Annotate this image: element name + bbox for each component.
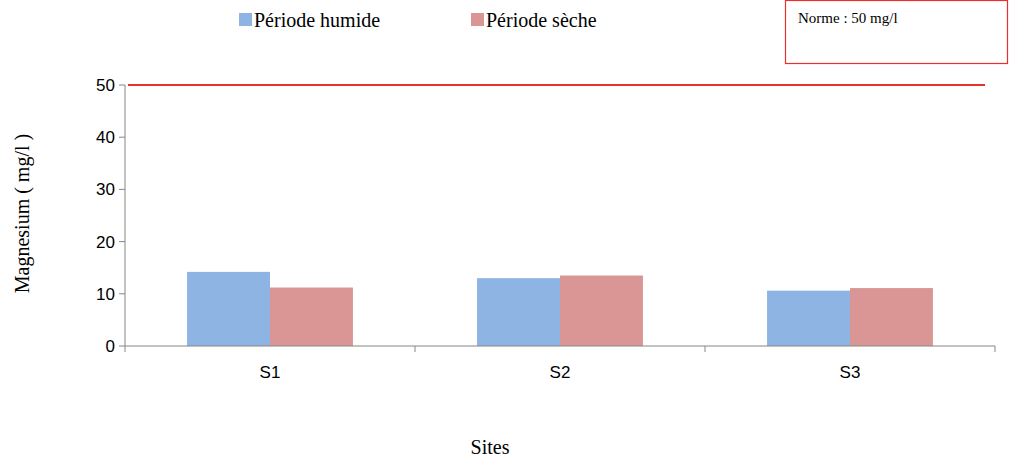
bar: [270, 288, 353, 346]
x-tick: [415, 346, 416, 352]
y-tick: [119, 241, 125, 242]
y-tick-label: 10: [96, 285, 115, 304]
x-tick-label: S2: [550, 363, 571, 382]
reference-box: [786, 1, 1008, 64]
reference-line: [128, 84, 985, 86]
x-tick: [705, 346, 706, 352]
plot-area: [187, 272, 933, 346]
chart-container: 0 10 20 30 40 50 S1 S2 S3 Sites Magnesium ( mg/l )…: [0, 0, 1028, 462]
y-tick-label: 50: [96, 76, 115, 95]
legend-swatch: [239, 13, 252, 26]
x-tick-label: S3: [840, 363, 861, 382]
x-tick-label: S1: [260, 363, 281, 382]
reference-label: Norme : 50 mg/l: [798, 10, 898, 26]
chart-svg: 0 10 20 30 40 50 S1 S2 S3 Sites Magnesium ( mg/l )…: [0, 0, 1028, 462]
x-axis: [125, 346, 995, 347]
bar: [477, 278, 560, 346]
y-axis-title: Magnesium ( mg/l ): [11, 134, 34, 293]
legend-swatch: [471, 13, 484, 26]
x-tick: [125, 346, 126, 352]
y-tick-label: 40: [96, 128, 115, 147]
bar: [850, 288, 933, 346]
y-tick-label: 30: [96, 180, 115, 199]
x-tick: [995, 346, 996, 352]
y-tick: [119, 293, 125, 294]
x-axis-title: Sites: [471, 436, 510, 458]
y-axis: [125, 85, 126, 346]
legend-label: Période humide: [254, 9, 380, 31]
bar: [187, 272, 270, 346]
y-tick-label: 0: [106, 337, 115, 356]
y-tick: [119, 137, 125, 138]
bar: [560, 276, 643, 346]
legend-label: Période sèche: [486, 9, 597, 31]
y-tick: [119, 189, 125, 190]
y-tick: [119, 85, 125, 86]
bar: [767, 291, 850, 346]
y-tick-label: 20: [96, 233, 115, 252]
y-tick: [119, 346, 125, 347]
